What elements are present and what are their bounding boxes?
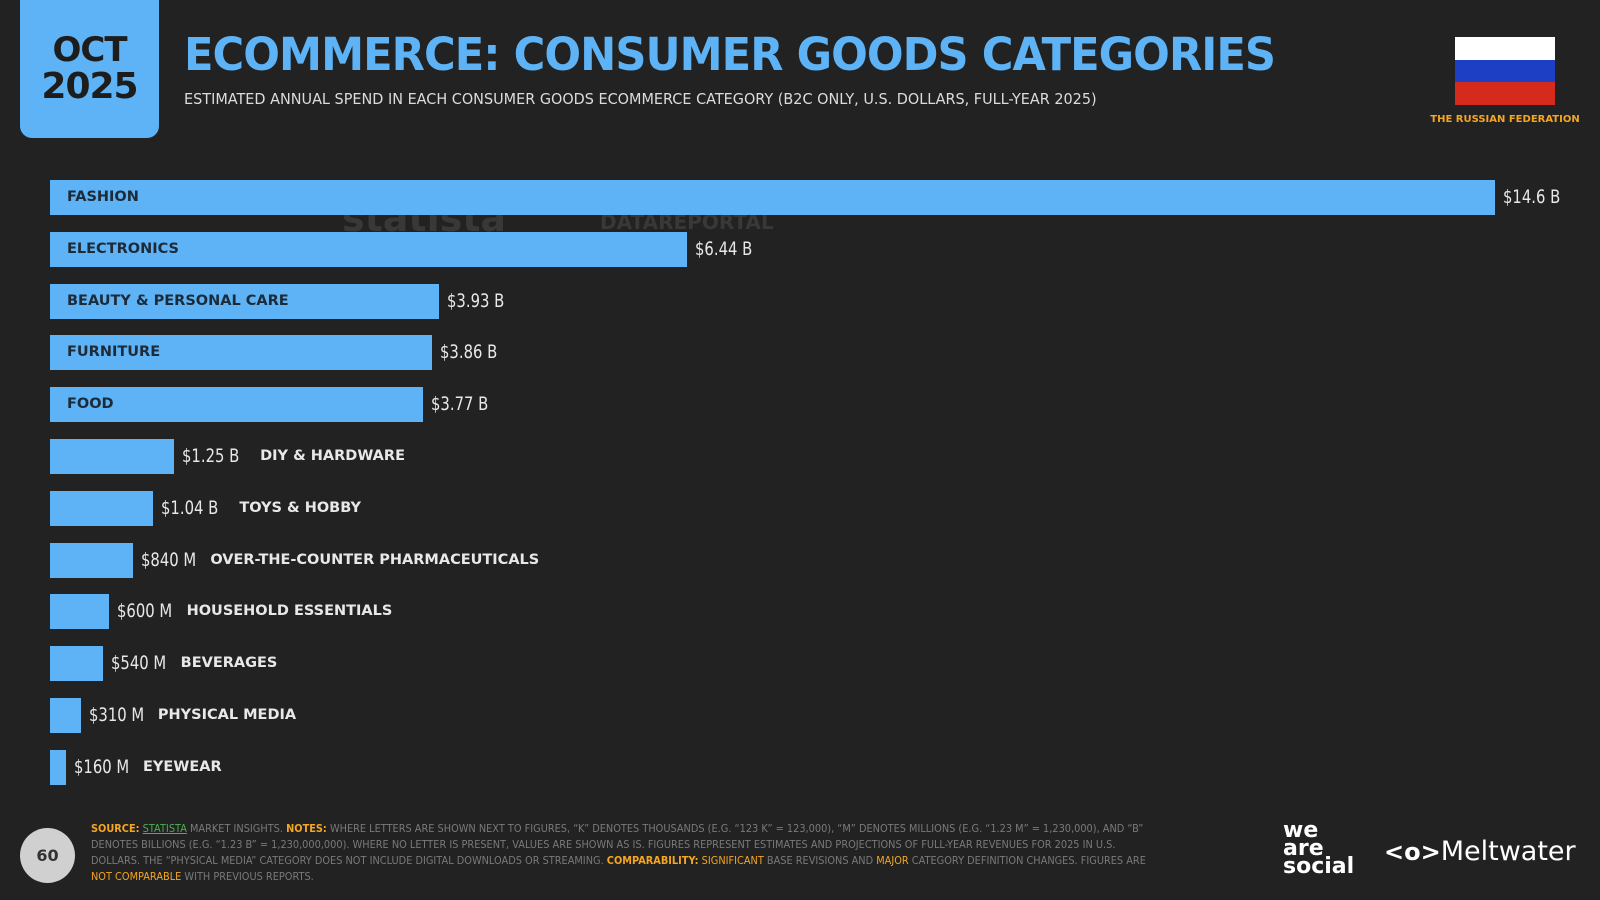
data-label: $6.44 B	[695, 237, 753, 260]
comparability-text: CATEGORY DEFINITION CHANGES. FIGURES ARE	[908, 855, 1146, 867]
russia-flag-icon	[1455, 37, 1555, 105]
category-label: BEVERAGES	[180, 655, 278, 672]
comparability-text: WITH PREVIOUS REPORTS.	[181, 871, 314, 883]
data-label: $600 M	[117, 600, 173, 623]
flag-stripe-blue	[1455, 59, 1555, 83]
date-month: OCT	[52, 30, 127, 70]
page-subtitle: ESTIMATED ANNUAL SPEND IN EACH CONSUMER …	[184, 90, 1097, 108]
bar-11	[50, 749, 66, 785]
meltwater-logo: <o>Meltwater	[1384, 836, 1576, 867]
bar-0	[50, 180, 1495, 215]
category-label: PHYSICAL MEDIA	[157, 707, 297, 723]
flag-stripe-red	[1455, 82, 1555, 105]
date-year: 2025	[41, 66, 138, 107]
source-link[interactable]: STATISTA	[142, 823, 187, 835]
bar-8	[50, 594, 110, 630]
category-label: OVER-THE-COUNTER PHARMACEUTICALS	[210, 551, 540, 568]
data-label: $540 M	[111, 652, 167, 675]
category-label: DIY & HARDWARE	[260, 448, 405, 464]
notes-label: NOTES:	[286, 823, 327, 835]
bar-9	[50, 646, 104, 682]
notes-text: WHERE LETTERS ARE SHOWN NEXT TO FIGURES,…	[91, 823, 1144, 867]
bar-4	[50, 387, 424, 423]
significant-text: SIGNIFICANT	[698, 855, 764, 867]
comparability-text: BASE REVISIONS AND	[763, 855, 877, 867]
category-label: FOOD	[67, 396, 114, 413]
data-label: $14.6 B	[1503, 186, 1561, 208]
category-label: ELECTRONICS	[67, 240, 179, 257]
data-label: $3.86 B	[440, 341, 498, 364]
date-badge: OCT 2025	[20, 0, 159, 138]
comparability-label: COMPARABILITY:	[606, 855, 699, 867]
source-label: SOURCE:	[91, 823, 140, 835]
data-label: $3.77 B	[431, 393, 489, 416]
data-label: $3.93 B	[446, 289, 505, 312]
not-comparable-text: NOT COMPARABLE	[91, 871, 182, 883]
footer-notes: SOURCE: STATISTA MARKET INSIGHTS. NOTES:…	[91, 821, 1165, 885]
data-label: $1.25 B	[181, 445, 240, 467]
category-label: EYEWEAR	[143, 758, 222, 775]
bar-7	[50, 542, 134, 578]
data-label: $160 M	[73, 755, 130, 778]
bar-6	[50, 490, 153, 526]
bar-3	[50, 335, 433, 371]
category-label: FURNITURE	[67, 344, 161, 361]
category-label: HOUSEHOLD ESSENTIALS	[186, 603, 393, 620]
category-label: FASHION	[67, 189, 139, 205]
data-label: $310 M	[88, 704, 144, 726]
bar-5	[50, 439, 174, 474]
bar-10	[50, 698, 81, 733]
data-label: $840 M	[141, 548, 197, 571]
category-label: BEAUTY & PERSONAL CARE	[67, 292, 289, 309]
bar-chart: statista DATAREPORTAL $14.6 B FASHION $6.4…	[50, 180, 1561, 785]
we-are-social-logo: we are social	[1283, 818, 1355, 879]
page-title: ECOMMERCE: CONSUMER GOODS CATEGORIES	[184, 28, 1276, 81]
bar-2	[50, 283, 439, 319]
category-label: TOYS & HOBBY	[239, 499, 361, 516]
major-text: MAJOR	[876, 855, 909, 867]
data-label: $1.04 B	[160, 496, 219, 519]
country-label: THE RUSSIAN FEDERATION	[1430, 114, 1580, 125]
source-text: MARKET INSIGHTS.	[186, 823, 287, 835]
bar-1	[50, 231, 688, 267]
page-number: 60	[20, 828, 75, 883]
flag-stripe-white	[1455, 37, 1555, 60]
